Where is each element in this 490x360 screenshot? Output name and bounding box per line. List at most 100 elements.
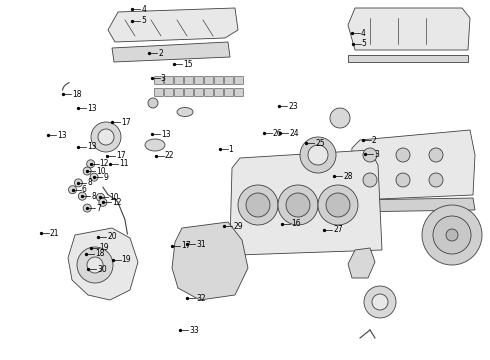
- Circle shape: [83, 167, 91, 175]
- FancyBboxPatch shape: [154, 89, 164, 96]
- Text: 31: 31: [196, 240, 206, 249]
- Circle shape: [78, 192, 86, 200]
- Ellipse shape: [177, 108, 193, 117]
- FancyBboxPatch shape: [165, 77, 173, 85]
- Text: 17: 17: [116, 151, 125, 160]
- Circle shape: [148, 98, 158, 108]
- Polygon shape: [350, 130, 475, 200]
- Text: 13: 13: [161, 130, 171, 139]
- Text: 19: 19: [122, 256, 131, 264]
- Text: 8: 8: [87, 179, 92, 188]
- Circle shape: [364, 286, 396, 318]
- Circle shape: [99, 198, 107, 206]
- Circle shape: [433, 216, 471, 254]
- Circle shape: [363, 173, 377, 187]
- Circle shape: [326, 193, 350, 217]
- Circle shape: [318, 185, 358, 225]
- Circle shape: [83, 204, 91, 212]
- Text: 7: 7: [96, 204, 101, 212]
- FancyBboxPatch shape: [185, 77, 194, 85]
- Text: 17: 17: [121, 118, 130, 127]
- Polygon shape: [230, 150, 382, 255]
- FancyBboxPatch shape: [195, 89, 203, 96]
- Text: 8: 8: [91, 192, 96, 201]
- FancyBboxPatch shape: [204, 89, 214, 96]
- Circle shape: [330, 108, 350, 128]
- Text: 16: 16: [291, 220, 300, 229]
- Text: 2: 2: [371, 136, 376, 145]
- Text: 21: 21: [49, 229, 59, 238]
- Text: 23: 23: [288, 102, 298, 111]
- Polygon shape: [112, 42, 230, 62]
- Circle shape: [97, 193, 104, 201]
- Polygon shape: [108, 8, 238, 42]
- Text: 5: 5: [141, 17, 146, 26]
- Text: 27: 27: [333, 225, 343, 234]
- Circle shape: [90, 173, 98, 181]
- FancyBboxPatch shape: [235, 77, 244, 85]
- Text: 17: 17: [181, 241, 191, 250]
- Text: 18: 18: [72, 90, 81, 99]
- FancyBboxPatch shape: [195, 77, 203, 85]
- Text: 5: 5: [362, 40, 367, 49]
- FancyBboxPatch shape: [165, 89, 173, 96]
- Circle shape: [308, 145, 328, 165]
- Text: 13: 13: [87, 104, 97, 113]
- FancyBboxPatch shape: [215, 89, 223, 96]
- Text: 32: 32: [196, 293, 206, 302]
- Text: 25: 25: [315, 139, 325, 148]
- Circle shape: [77, 247, 113, 283]
- Text: 11: 11: [119, 159, 129, 168]
- Text: 1: 1: [228, 145, 233, 154]
- FancyBboxPatch shape: [204, 77, 214, 85]
- Text: 10: 10: [109, 193, 119, 202]
- Circle shape: [363, 148, 377, 162]
- FancyBboxPatch shape: [215, 77, 223, 85]
- Circle shape: [91, 122, 121, 152]
- Text: 30: 30: [97, 265, 107, 274]
- Text: 22: 22: [165, 151, 174, 160]
- Polygon shape: [348, 8, 470, 50]
- Ellipse shape: [145, 139, 165, 151]
- Text: 29: 29: [233, 222, 243, 231]
- Text: 13: 13: [57, 131, 67, 140]
- Circle shape: [278, 185, 318, 225]
- Circle shape: [429, 173, 443, 187]
- Circle shape: [422, 205, 482, 265]
- Circle shape: [396, 148, 410, 162]
- Circle shape: [300, 137, 336, 173]
- Circle shape: [446, 229, 458, 241]
- Circle shape: [98, 129, 114, 145]
- Circle shape: [87, 160, 95, 168]
- Text: 6: 6: [81, 185, 86, 194]
- FancyBboxPatch shape: [185, 89, 194, 96]
- Text: 24: 24: [289, 129, 299, 138]
- Text: 12: 12: [99, 159, 109, 168]
- Text: 19: 19: [99, 243, 109, 252]
- Text: 12: 12: [112, 198, 122, 207]
- Polygon shape: [348, 248, 375, 278]
- FancyBboxPatch shape: [224, 89, 234, 96]
- Text: 3: 3: [374, 150, 379, 158]
- Text: 15: 15: [183, 60, 193, 69]
- Circle shape: [396, 173, 410, 187]
- Circle shape: [372, 294, 388, 310]
- Circle shape: [74, 179, 82, 187]
- FancyBboxPatch shape: [235, 89, 244, 96]
- Polygon shape: [348, 55, 468, 62]
- Text: 4: 4: [361, 29, 366, 38]
- Text: 13: 13: [87, 142, 97, 151]
- Text: 10: 10: [96, 166, 106, 176]
- Text: 28: 28: [343, 172, 353, 181]
- Polygon shape: [172, 222, 248, 300]
- Circle shape: [238, 185, 278, 225]
- Text: 4: 4: [141, 5, 146, 14]
- Circle shape: [69, 186, 76, 194]
- Circle shape: [429, 148, 443, 162]
- Text: 9: 9: [103, 173, 108, 182]
- FancyBboxPatch shape: [174, 89, 183, 96]
- Polygon shape: [350, 198, 475, 212]
- FancyBboxPatch shape: [224, 77, 234, 85]
- Text: 20: 20: [107, 233, 117, 242]
- FancyBboxPatch shape: [154, 77, 164, 85]
